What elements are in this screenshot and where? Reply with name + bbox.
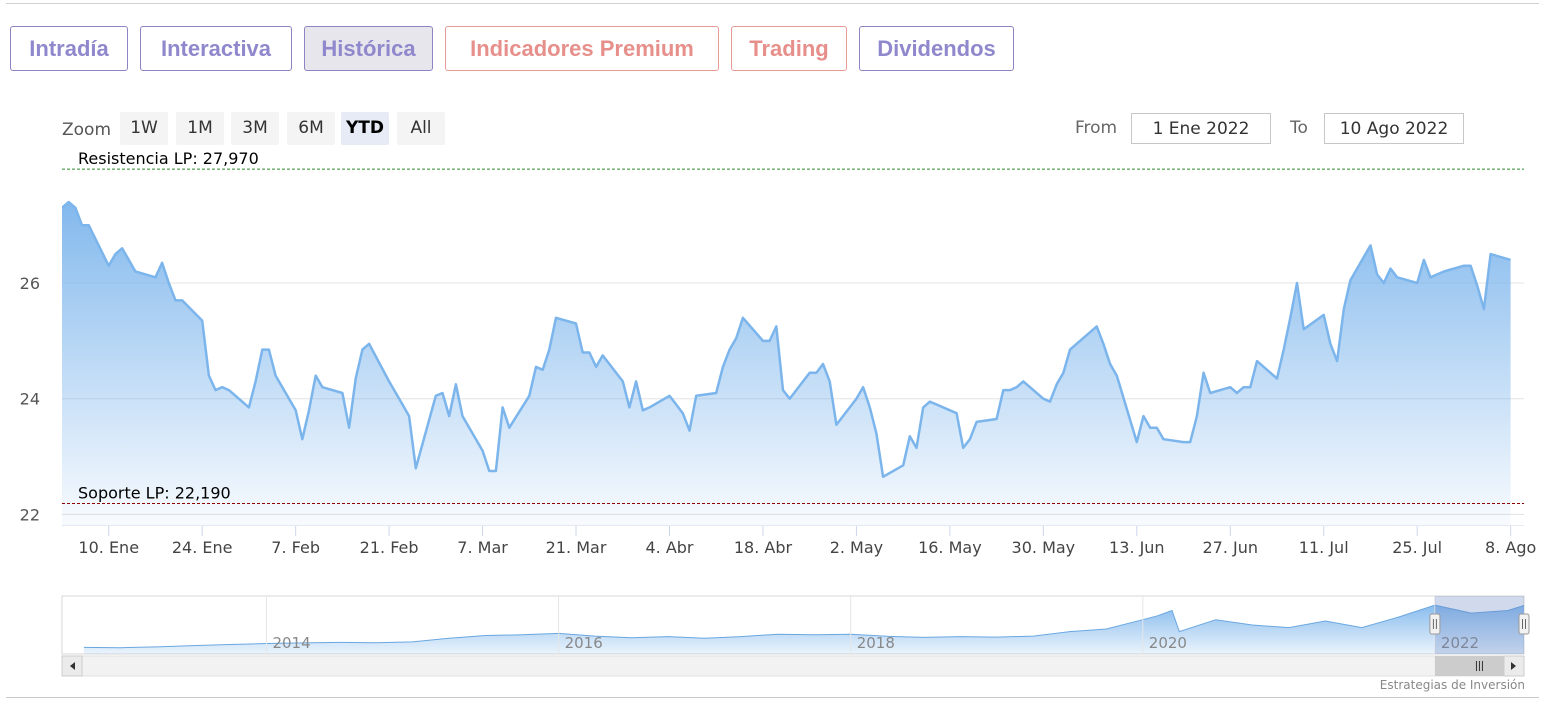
- navigator-handle-left[interactable]: [1429, 613, 1441, 635]
- plot-area[interactable]: [62, 200, 1524, 526]
- x-tick-label: 27. Jun: [1202, 538, 1258, 557]
- price-line: [62, 200, 1511, 479]
- y-tick-label: 26: [20, 274, 40, 293]
- zoom-button-ytd[interactable]: YTD: [341, 112, 389, 145]
- arrow-right-icon: [1511, 662, 1516, 670]
- zoom-button-1m[interactable]: 1M: [176, 112, 224, 145]
- navigator-handle-right[interactable]: [1518, 613, 1530, 635]
- x-tick-label: 11. Jul: [1299, 538, 1349, 557]
- arrow-left-icon: [70, 662, 75, 670]
- support-label: Soporte LP: 22,190: [78, 483, 231, 502]
- zoom-button-1w[interactable]: 1W: [120, 112, 168, 145]
- x-tick-label: 25. Jul: [1392, 538, 1442, 557]
- resistance-label: Resistencia LP: 27,970: [78, 149, 259, 168]
- navigator-tick-label: 2014: [272, 634, 310, 652]
- x-tick-label: 7. Mar: [457, 538, 508, 557]
- x-tick-label: 24. Ene: [172, 538, 233, 557]
- x-tick-label: 18. Abr: [734, 538, 793, 557]
- x-axis: 10. Ene 24. Ene 7. Feb 21. Feb 7. Mar 21. Mar…: [78, 526, 1536, 557]
- to-date-input[interactable]: [1324, 113, 1464, 144]
- zoom-label: Zoom: [62, 120, 112, 140]
- y-axis-labels: 22 24 26: [20, 274, 40, 524]
- navigator-tick-label: 2018: [857, 634, 895, 652]
- zoom-button-6m[interactable]: 6M: [287, 112, 335, 145]
- x-tick-label: 13. Jun: [1109, 538, 1165, 557]
- navigator[interactable]: 2014 2016 2018 2020 2022: [61, 595, 1530, 677]
- credits: Estrategias de Inversión: [1379, 678, 1525, 692]
- x-tick-label: 16. May: [918, 538, 982, 557]
- tab-interactiva[interactable]: Interactiva: [140, 26, 292, 71]
- tab-hist-rica[interactable]: Histórica: [304, 26, 433, 71]
- tab-intrad-a[interactable]: Intradía: [10, 26, 128, 71]
- price-area: [62, 202, 1511, 526]
- y-tick-label: 24: [20, 390, 40, 409]
- navigator-tick-label: 2022: [1441, 634, 1479, 652]
- tab-trading[interactable]: Trading: [731, 26, 847, 71]
- scrollbar-track: [61, 655, 1525, 677]
- y-tick-label: 22: [20, 505, 40, 524]
- zoom-button-all[interactable]: All: [397, 112, 445, 145]
- annotations: Resistencia LP: 27,970 Soporte LP: 22,190: [62, 149, 1524, 504]
- x-tick-label: 4. Abr: [645, 538, 693, 557]
- x-tick-label: 21. Feb: [360, 538, 419, 557]
- bottom-rule: [6, 697, 1539, 698]
- tab-indicadores-premium[interactable]: Indicadores Premium: [445, 26, 719, 71]
- navigator-area: [83, 605, 1524, 654]
- navigator-tick-label: 2016: [565, 634, 603, 652]
- x-tick-label: 10. Ene: [78, 538, 139, 557]
- navigator-selection: [1434, 596, 1524, 654]
- x-tick-label: 7. Feb: [271, 538, 320, 557]
- x-tick-label: 21. Mar: [546, 538, 607, 557]
- navigator-tick-label: 2020: [1149, 634, 1187, 652]
- tab-dividendos[interactable]: Dividendos: [859, 26, 1014, 71]
- x-tick-label: 30. May: [1012, 538, 1076, 557]
- zoom-button-3m[interactable]: 3M: [231, 112, 279, 145]
- from-label: From: [1075, 118, 1118, 138]
- x-tick-label: 8. Ago: [1485, 538, 1536, 557]
- top-rule: [6, 3, 1539, 4]
- from-date-input[interactable]: [1131, 113, 1271, 144]
- x-tick-label: 2. May: [830, 538, 883, 557]
- to-label: To: [1290, 118, 1308, 138]
